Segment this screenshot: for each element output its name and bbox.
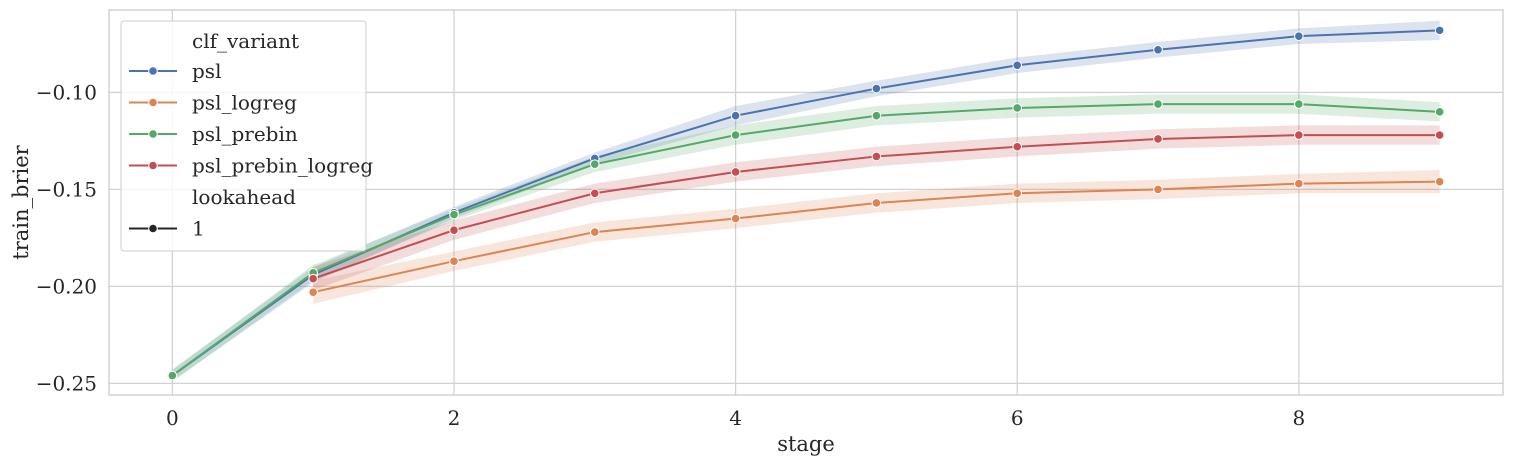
data-point-psl-prebin — [871, 110, 882, 121]
y-tick-label: −0.20 — [36, 274, 97, 298]
data-point-psl-prebin — [449, 209, 459, 220]
legend-style-entries: 1 — [129, 217, 205, 241]
x-tick-labels: 0 2 4 6 8 — [166, 406, 1305, 430]
data-point-psl-prebin-logreg — [1012, 141, 1023, 152]
x-tick-label: 0 — [166, 406, 179, 430]
series-line-psl-prebin — [171, 103, 1440, 377]
y-tick-label: −0.15 — [36, 177, 97, 201]
data-point-psl — [871, 83, 882, 94]
legend-box — [120, 20, 367, 252]
x-tick-label: 4 — [729, 406, 742, 430]
legend-marker-psl — [148, 66, 158, 76]
data-point-psl — [1294, 31, 1304, 41]
data-point-psl-prebin — [167, 370, 178, 381]
y-tick-label: −0.10 — [36, 80, 97, 104]
legend-marker-psl-prebin-logreg — [148, 160, 158, 171]
legend-marker-psl-prebin — [148, 129, 158, 139]
data-point-psl-logreg — [1012, 188, 1023, 199]
series-markers — [167, 25, 1445, 381]
data-point-psl — [730, 110, 741, 121]
legend-style-title: lookahead — [192, 185, 296, 209]
data-point-psl-prebin-logreg — [1434, 130, 1445, 140]
data-point-psl-prebin — [1294, 99, 1304, 109]
legend-marker-psl-logreg — [148, 97, 158, 108]
plot-frame — [108, 9, 1504, 396]
ci-band-psl-logreg — [313, 170, 1440, 304]
data-point-psl-logreg — [1153, 184, 1163, 195]
data-point-psl-prebin-logreg — [1153, 134, 1163, 144]
data-point-psl-prebin — [730, 130, 741, 140]
legend-label-psl-prebin-logreg: psl_prebin_logreg — [192, 154, 373, 178]
y-axis-label: train_brier — [9, 144, 33, 259]
x-tick-label: 2 — [448, 406, 461, 430]
legend-style-marker — [148, 223, 158, 234]
legend-label-psl: psl — [192, 59, 221, 83]
data-point-psl-prebin-logreg — [1294, 130, 1304, 140]
data-point-psl-prebin-logreg — [308, 273, 318, 284]
x-tick-label: 6 — [1011, 406, 1024, 430]
x-tick-label: 8 — [1292, 406, 1305, 430]
data-point-psl-prebin-logreg — [730, 167, 741, 177]
data-point-psl — [1012, 60, 1023, 71]
legend-series-entries: psl psl_logreg psl_prebin psl_prebin_logreg — [129, 59, 373, 178]
legend: clf_variant psl psl_logreg psl_prebin psl_p… — [120, 20, 373, 252]
data-point-psl — [1434, 25, 1445, 36]
data-point-psl-logreg — [589, 227, 600, 237]
data-point-psl-prebin-logreg — [871, 151, 882, 162]
legend-hue-title: clf_variant — [192, 29, 299, 53]
x-axis-label: stage — [777, 432, 835, 456]
legend-style-label: 1 — [192, 217, 205, 241]
legend-label-psl-logreg: psl_logreg — [192, 91, 297, 115]
data-point-psl-logreg — [1294, 178, 1304, 189]
legend-label-psl-prebin: psl_prebin — [192, 122, 298, 146]
data-point-psl-prebin — [1012, 103, 1023, 113]
data-point-psl-logreg — [1434, 176, 1445, 187]
data-point-psl-prebin — [1153, 99, 1163, 109]
data-point-psl-logreg — [449, 256, 459, 266]
data-point-psl-prebin-logreg — [589, 188, 600, 199]
data-point-psl-prebin — [589, 159, 600, 169]
y-tick-labels: −0.25 −0.20 −0.15 −0.10 — [36, 80, 97, 395]
data-point-psl-logreg — [871, 198, 882, 208]
data-point-psl-logreg — [308, 287, 318, 298]
data-point-psl-prebin-logreg — [449, 225, 459, 235]
y-tick-label: −0.25 — [36, 371, 97, 395]
data-point-psl-prebin — [1434, 107, 1445, 117]
data-point-psl — [1153, 44, 1163, 55]
data-point-psl-logreg — [730, 213, 741, 224]
